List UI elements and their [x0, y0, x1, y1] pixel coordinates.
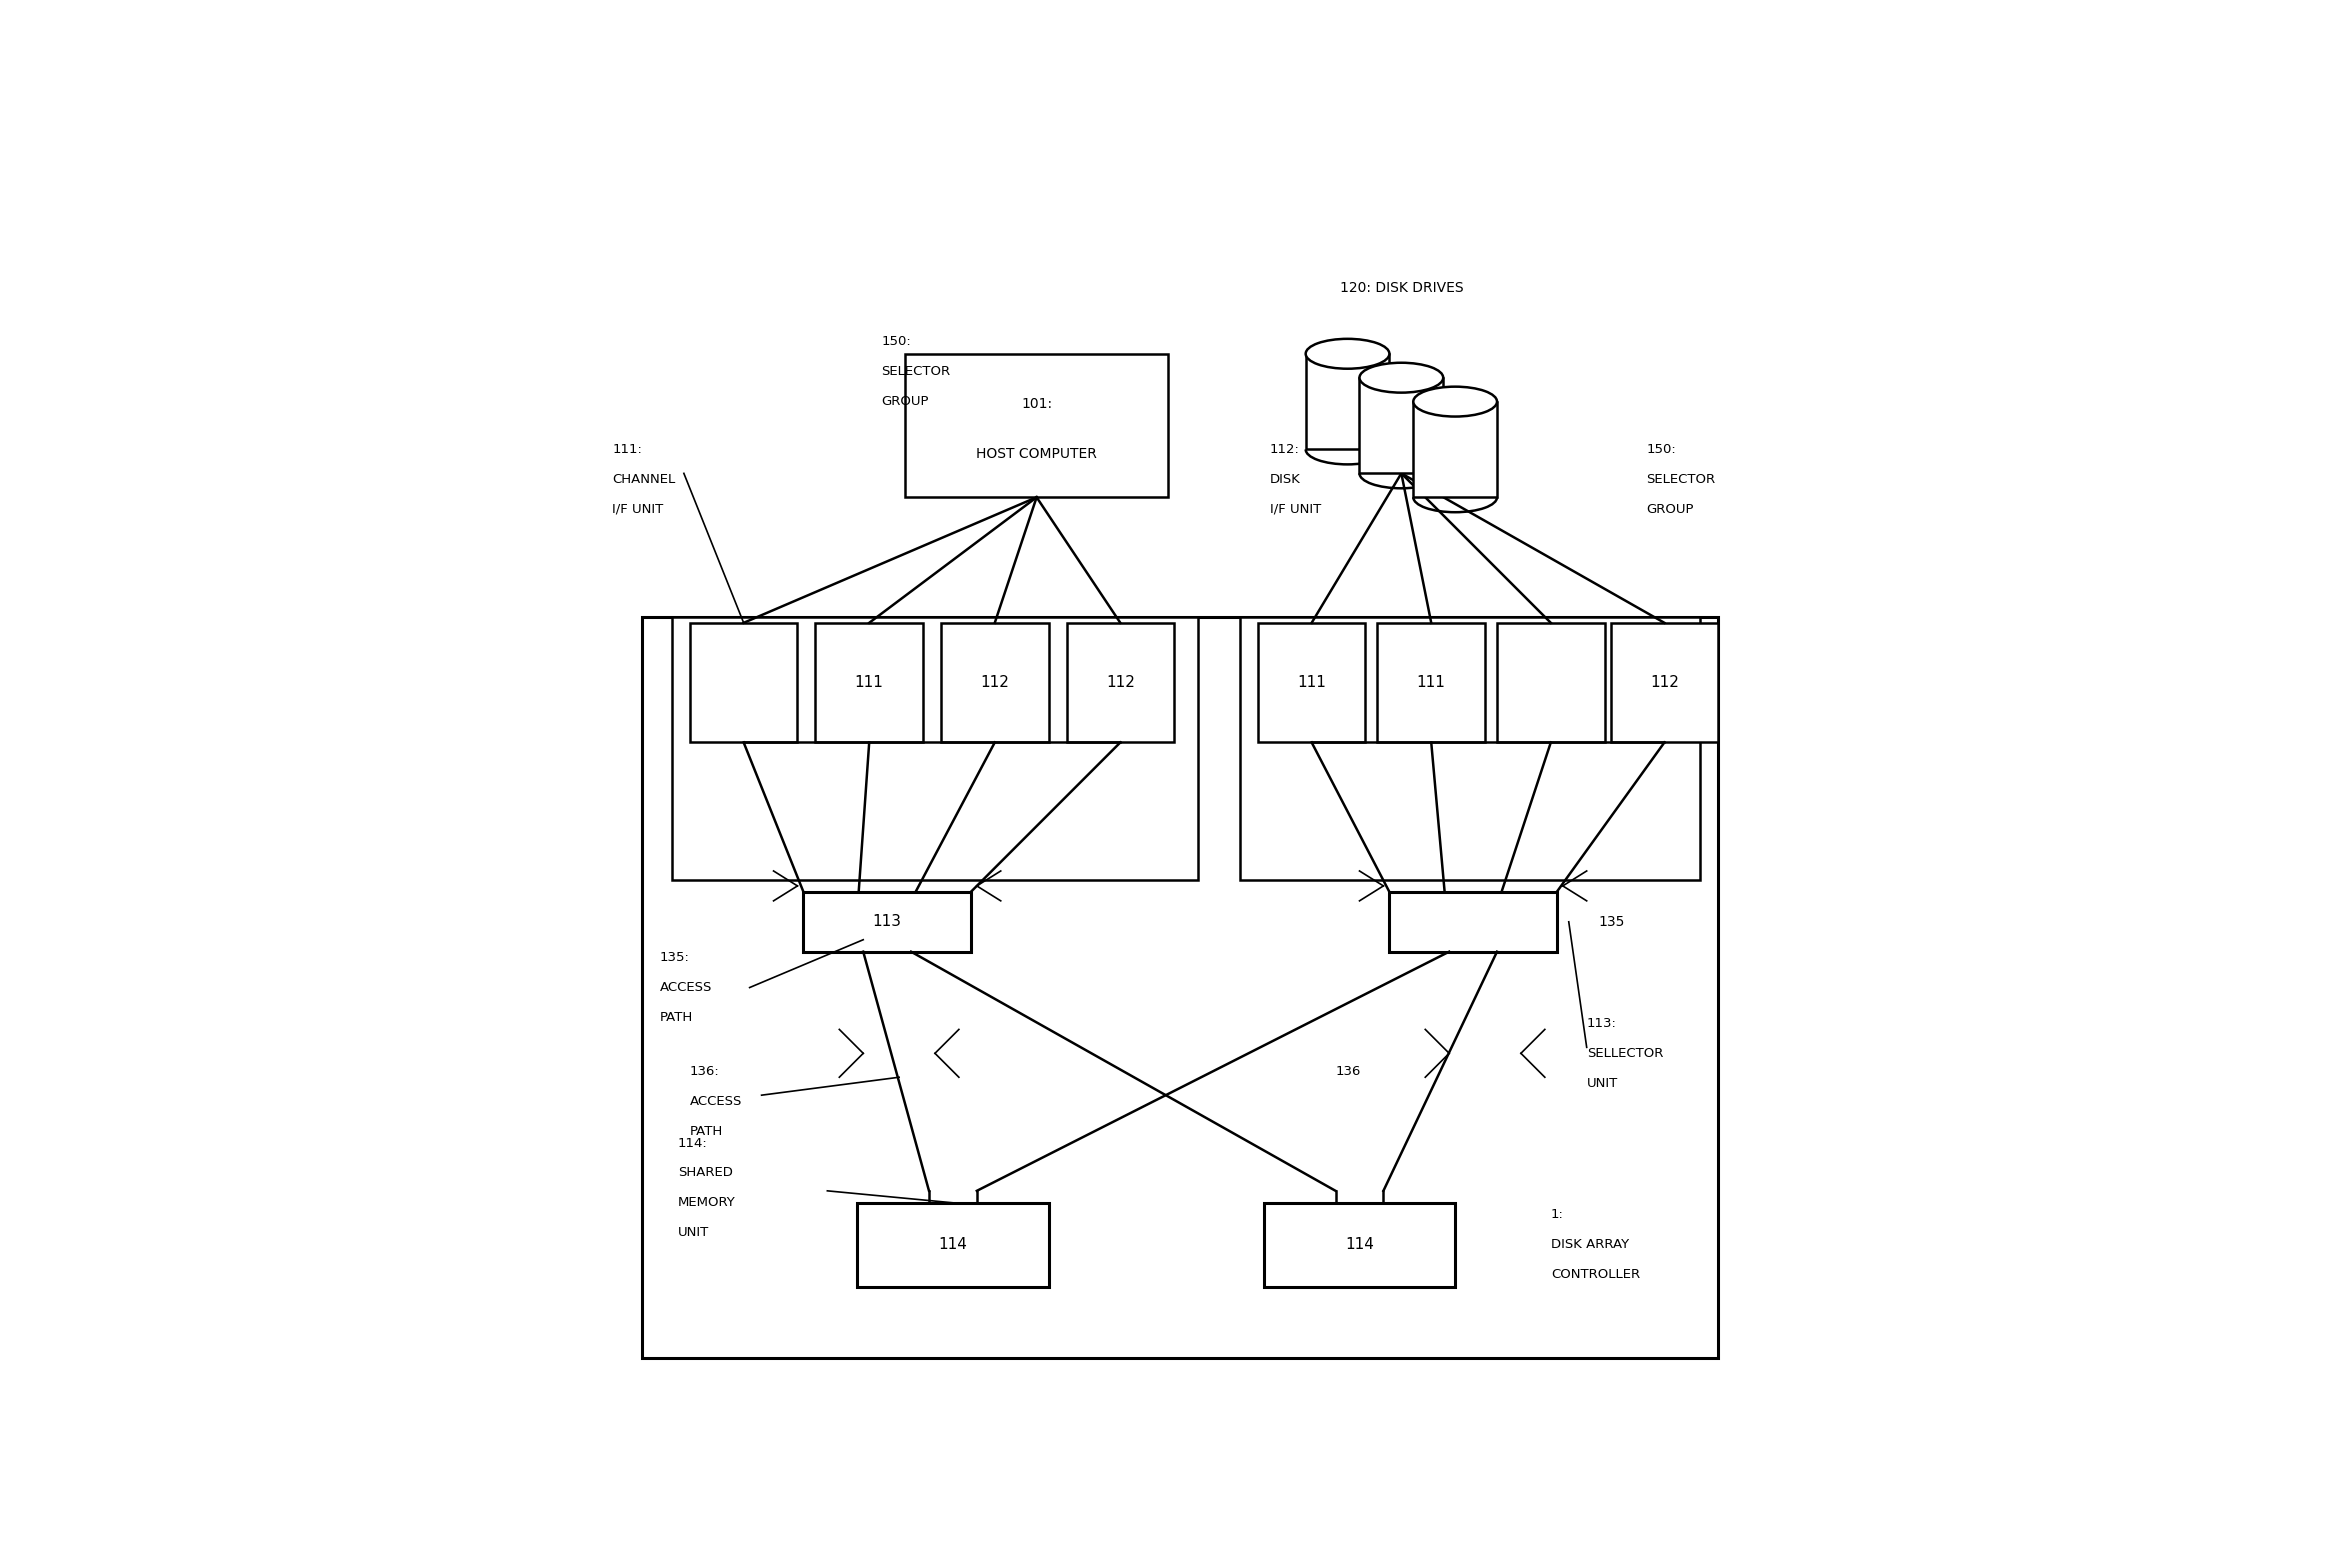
- Text: CONTROLLER: CONTROLLER: [1551, 1269, 1640, 1281]
- Text: 112: 112: [1105, 676, 1135, 690]
- Text: 114: 114: [1344, 1238, 1375, 1252]
- Text: SELECTOR: SELECTOR: [882, 365, 951, 379]
- Bar: [1389, 891, 1556, 952]
- Text: DISK: DISK: [1270, 472, 1300, 486]
- Text: GROUP: GROUP: [1647, 503, 1693, 516]
- Text: 113: 113: [872, 915, 902, 929]
- Ellipse shape: [1358, 363, 1442, 393]
- Text: SELLECTOR: SELLECTOR: [1586, 1047, 1663, 1059]
- Text: 111:: 111:: [612, 443, 642, 457]
- Text: 113:: 113:: [1586, 1017, 1617, 1030]
- Bar: [1305, 354, 1389, 449]
- Text: ACCESS: ACCESS: [691, 1095, 742, 1107]
- Bar: [858, 1202, 1049, 1286]
- Bar: [1498, 623, 1605, 742]
- Text: PATH: PATH: [661, 1011, 693, 1023]
- Text: DISK ARRAY: DISK ARRAY: [1551, 1238, 1628, 1252]
- Text: GROUP: GROUP: [882, 394, 928, 408]
- Bar: [1240, 617, 1700, 881]
- Text: I/F UNIT: I/F UNIT: [1270, 503, 1321, 516]
- Bar: [1263, 1202, 1456, 1286]
- Text: 150:: 150:: [882, 335, 912, 348]
- Text: 135:: 135:: [661, 950, 691, 964]
- Bar: [691, 623, 798, 742]
- Bar: [1377, 623, 1484, 742]
- Bar: [1068, 623, 1175, 742]
- Text: UNIT: UNIT: [1586, 1076, 1619, 1090]
- Text: 112: 112: [1649, 676, 1679, 690]
- Text: 120: DISK DRIVES: 120: DISK DRIVES: [1340, 281, 1463, 295]
- Text: 112:: 112:: [1270, 443, 1300, 457]
- Text: ACCESS: ACCESS: [661, 981, 712, 994]
- Text: 136: 136: [1335, 1065, 1361, 1078]
- Bar: [1414, 402, 1498, 497]
- Text: 150:: 150:: [1647, 443, 1677, 457]
- Text: 135: 135: [1598, 915, 1626, 929]
- Text: SHARED: SHARED: [677, 1166, 733, 1179]
- Text: 114:: 114:: [677, 1137, 707, 1149]
- Bar: [642, 617, 1719, 1359]
- Text: 136:: 136:: [691, 1065, 719, 1078]
- Text: 114: 114: [937, 1238, 968, 1252]
- Text: PATH: PATH: [691, 1124, 723, 1137]
- Bar: [1358, 377, 1442, 474]
- Bar: [942, 623, 1049, 742]
- Bar: [905, 354, 1168, 497]
- Text: 111: 111: [1417, 676, 1447, 690]
- Text: 101:: 101:: [1021, 398, 1051, 412]
- Text: 111: 111: [1298, 676, 1326, 690]
- Text: 111: 111: [854, 676, 884, 690]
- Bar: [1258, 623, 1365, 742]
- Text: UNIT: UNIT: [677, 1227, 709, 1239]
- Ellipse shape: [1305, 339, 1389, 368]
- Text: SELECTOR: SELECTOR: [1647, 472, 1717, 486]
- Text: I/F UNIT: I/F UNIT: [612, 503, 663, 516]
- Bar: [802, 891, 970, 952]
- Bar: [816, 623, 923, 742]
- Text: MEMORY: MEMORY: [677, 1196, 735, 1210]
- Bar: [672, 617, 1198, 881]
- Text: 1:: 1:: [1551, 1208, 1563, 1221]
- Bar: [1610, 623, 1719, 742]
- Text: CHANNEL: CHANNEL: [612, 472, 675, 486]
- Ellipse shape: [1414, 387, 1498, 416]
- Text: 112: 112: [979, 676, 1009, 690]
- Text: HOST COMPUTER: HOST COMPUTER: [977, 447, 1098, 461]
